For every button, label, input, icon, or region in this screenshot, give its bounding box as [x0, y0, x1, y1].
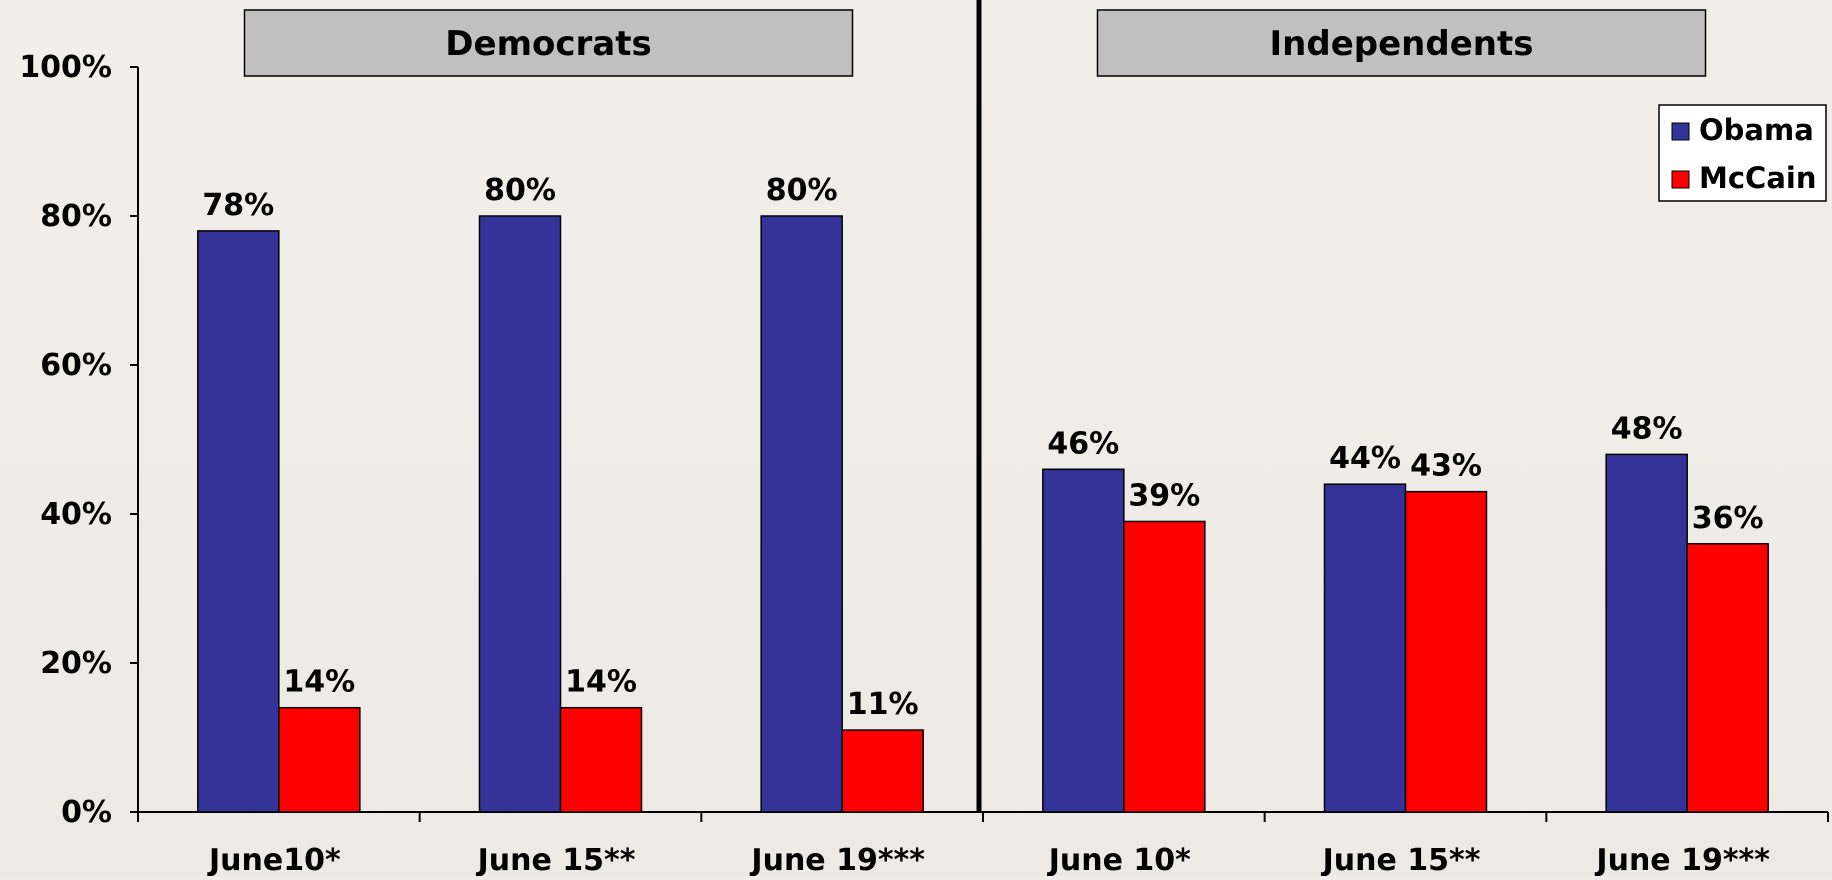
- bar-obama: [760, 215, 843, 813]
- bar-mccain: [1404, 490, 1488, 813]
- data-label: 11%: [847, 687, 919, 722]
- bar-mccain: [1686, 543, 1769, 813]
- data-label: 43%: [1410, 449, 1482, 484]
- legend-label: McCain: [1699, 161, 1817, 195]
- group-title-box: [1096, 9, 1707, 77]
- y-tick-label: 40%: [40, 497, 112, 532]
- data-label: 46%: [1047, 426, 1119, 461]
- data-label: 78%: [202, 188, 274, 223]
- bar-mccain: [278, 706, 361, 813]
- group-title: Democrats: [445, 24, 651, 64]
- x-tick-label: June10*: [207, 843, 341, 876]
- y-tick-label: 100%: [19, 50, 112, 85]
- data-label: 80%: [766, 173, 838, 208]
- bar-mccain: [841, 729, 924, 813]
- bar-obama: [1605, 453, 1688, 813]
- y-tick-label: 0%: [61, 795, 112, 830]
- data-label: 48%: [1611, 411, 1683, 446]
- bar-mccain: [1123, 520, 1206, 813]
- y-tick-label: 20%: [40, 646, 112, 681]
- data-label: 14%: [283, 665, 355, 700]
- y-tick-label: 80%: [40, 199, 112, 234]
- data-label: 39%: [1128, 478, 1200, 513]
- data-label: 14%: [565, 665, 637, 700]
- x-tick-label: June 19***: [749, 843, 925, 876]
- x-tick-label: June 15**: [1321, 843, 1481, 876]
- data-label: 36%: [1692, 501, 1764, 536]
- bar-obama: [1042, 468, 1125, 813]
- bar-mccain: [559, 706, 643, 813]
- legend-swatch-mccain: [1671, 170, 1690, 189]
- x-tick-label: June 10*: [1047, 843, 1191, 876]
- data-label: 44%: [1329, 441, 1401, 476]
- x-tick-label: June 15**: [476, 843, 636, 876]
- x-tick-label: June 19***: [1594, 843, 1770, 876]
- bar-obama: [478, 215, 562, 813]
- group-title-box: [243, 9, 854, 77]
- data-label: 80%: [484, 173, 556, 208]
- y-tick-label: 60%: [40, 348, 112, 383]
- legend-swatch-obama: [1671, 122, 1690, 141]
- group-title: Independents: [1270, 24, 1534, 64]
- bar-obama: [1323, 483, 1407, 813]
- bar-obama: [197, 230, 280, 813]
- legend-label: Obama: [1699, 113, 1814, 147]
